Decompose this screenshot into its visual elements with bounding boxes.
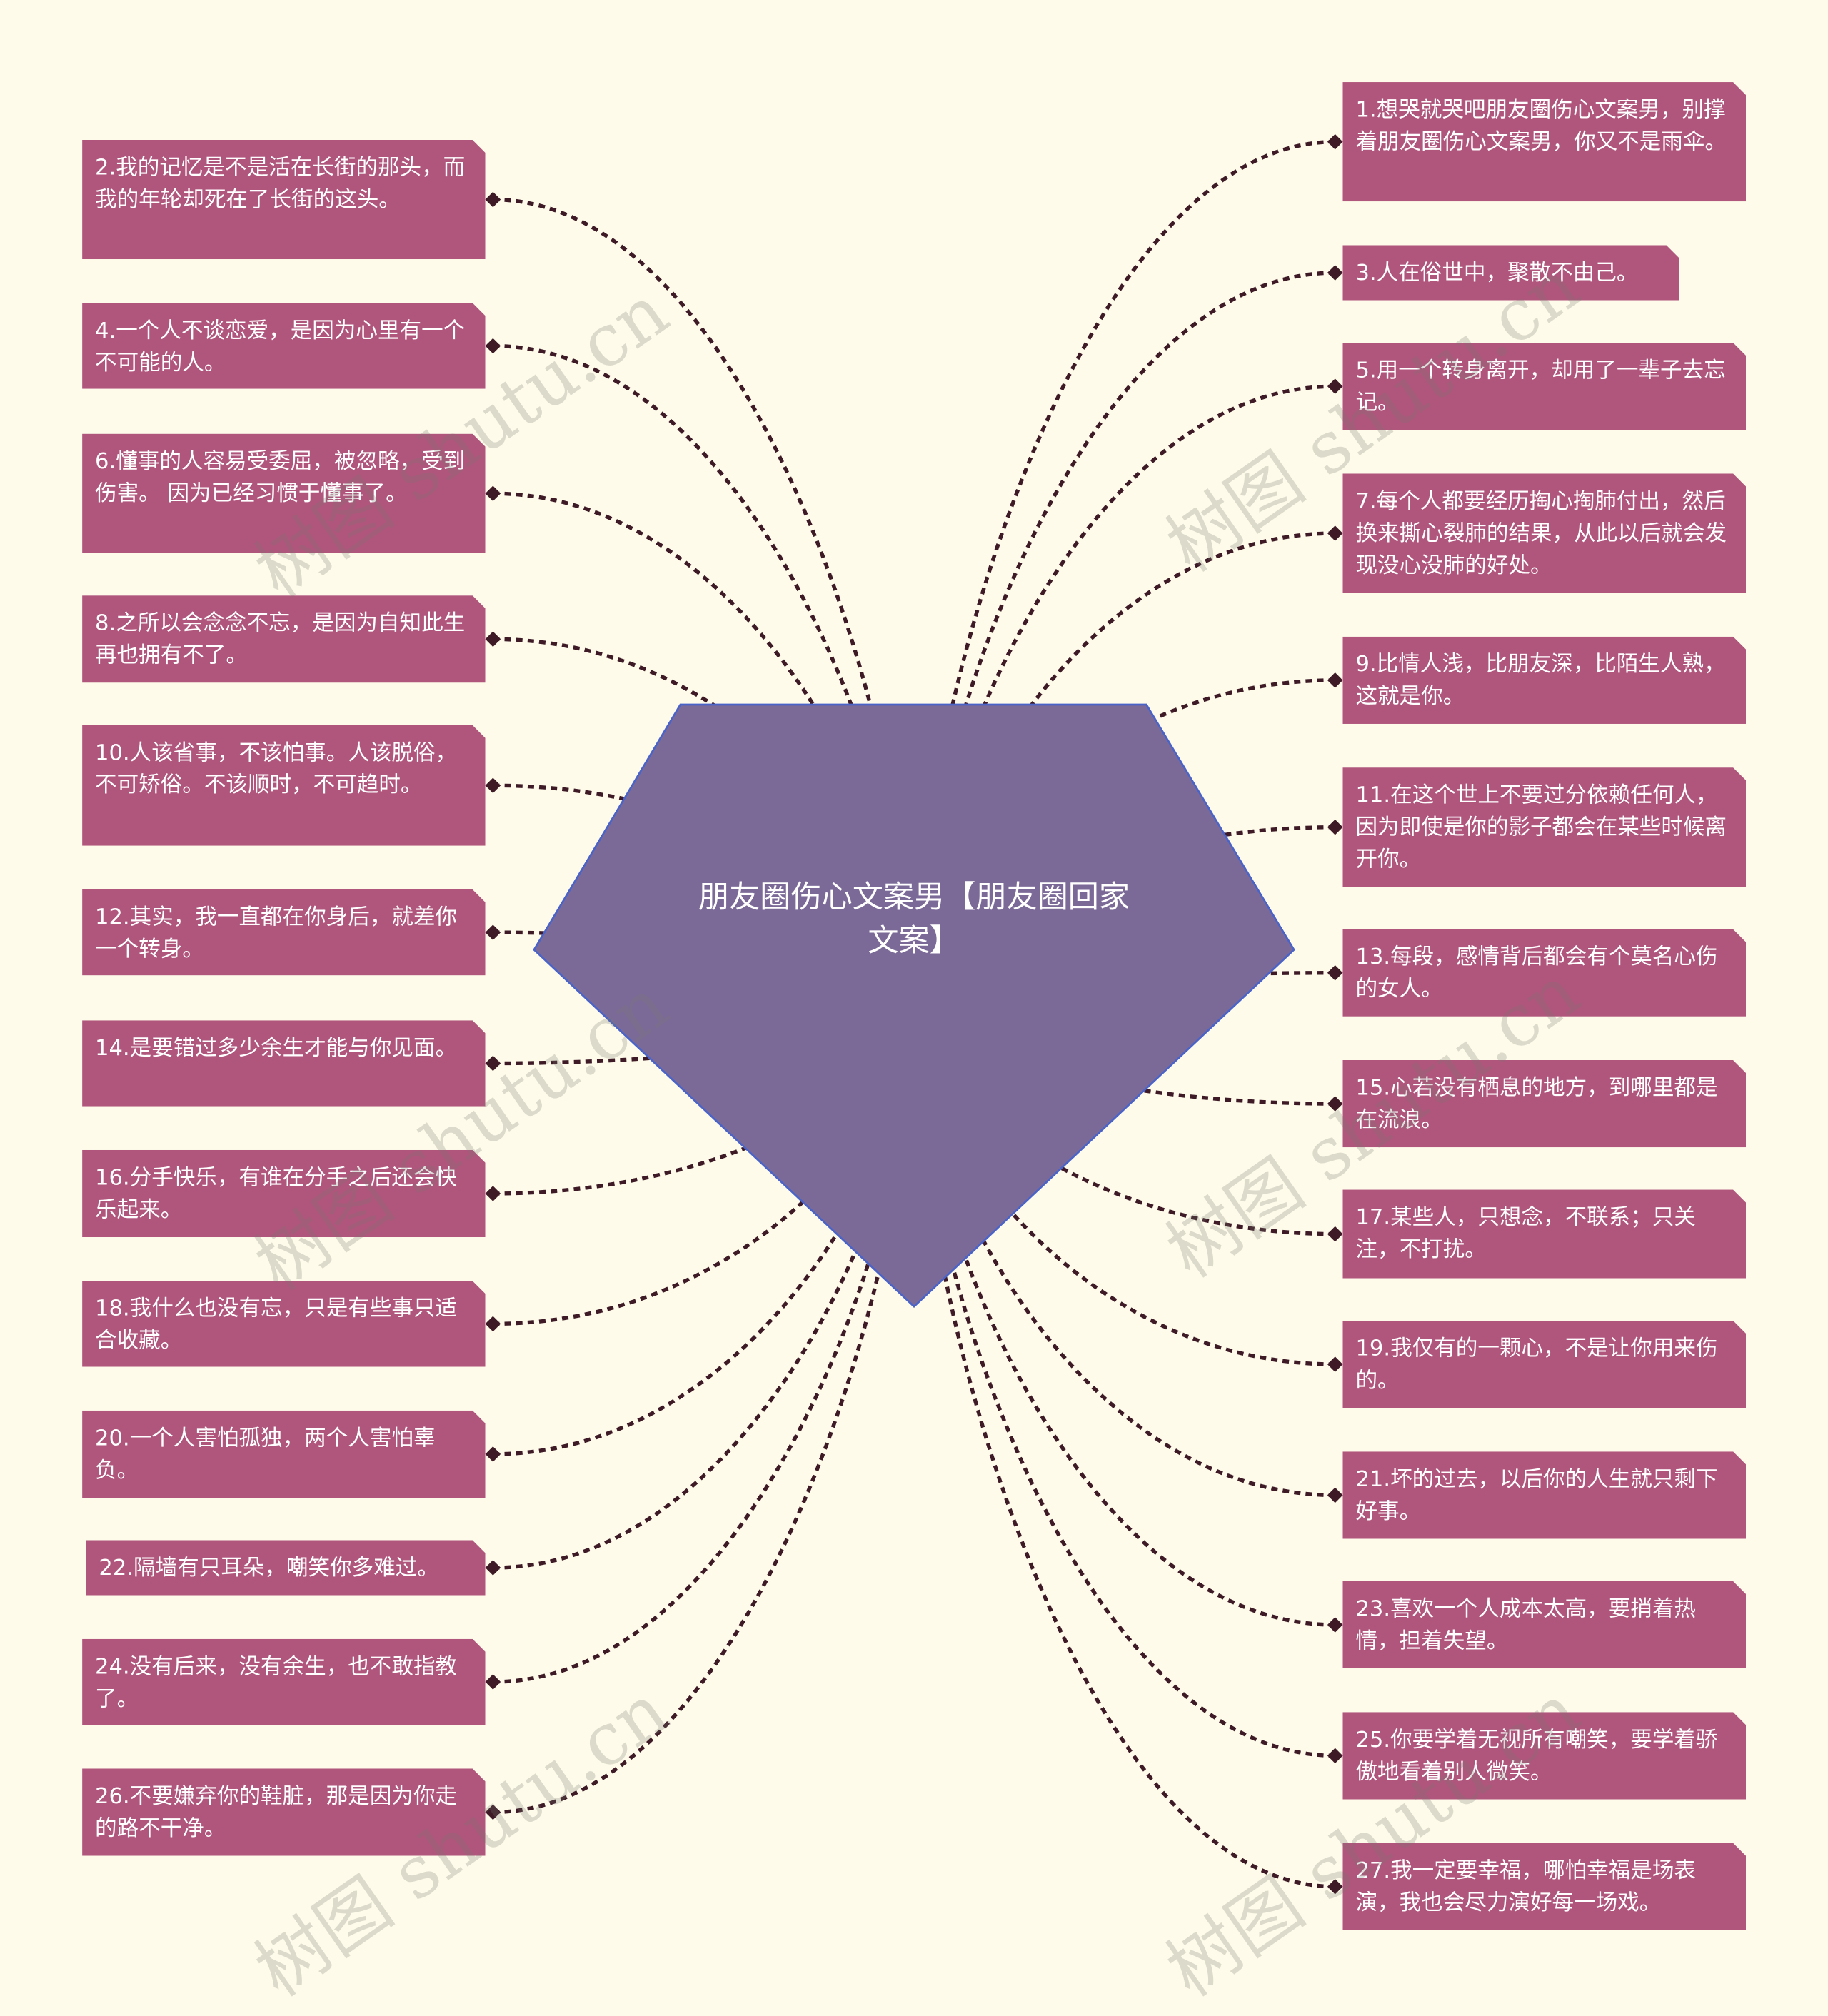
left-node[interactable]: 22.隔墙有只耳朵，嘲笑你多难过。 <box>86 1540 485 1595</box>
left-node[interactable]: 16.分手快乐，有谁在分手之后还会快乐起来。 <box>82 1150 486 1237</box>
connector-line <box>912 384 1335 1005</box>
left-node[interactable]: 24.没有后来，没有余生，也不敢指教了。 <box>82 1639 486 1725</box>
connector-line <box>912 1004 1335 1889</box>
right-node[interactable]: 15.心若没有栖息的地方，到哪里都是在流浪。 <box>1342 1060 1746 1147</box>
right-node[interactable]: 3.人在俗世中，聚散不由己。 <box>1342 245 1679 300</box>
diamond-connector-icon <box>485 631 501 647</box>
diamond-connector-icon <box>485 1055 501 1072</box>
right-node[interactable]: 27.我一定要幸福，哪怕幸福是场表演，我也会尽力演好每一场戏。 <box>1342 1843 1746 1930</box>
diamond-connector-icon <box>485 485 501 502</box>
right-node[interactable]: 25.你要学着无视所有嘲笑，要学着骄傲地看着别人微笑。 <box>1342 1712 1746 1799</box>
left-node[interactable]: 2.我的记忆是不是活在长街的那头，而我的年轮却死在了长街的这头。 <box>82 140 486 259</box>
diamond-connector-icon <box>485 1316 501 1332</box>
connector-line <box>493 1004 916 1326</box>
diamond-connector-icon <box>1327 964 1343 981</box>
left-node[interactable]: 6.懂事的人容易受委屈，被忽略，受到伤害。 因为已经习惯于懂事了。 <box>82 434 486 553</box>
left-node[interactable]: 18.我什么也没有忘，只是有些事只适合收藏。 <box>82 1281 486 1366</box>
left-node[interactable]: 26.不要嫌弃你的鞋脏，那是因为你走的路不干净。 <box>82 1768 486 1855</box>
diamond-connector-icon <box>1327 1748 1343 1764</box>
diamond-connector-icon <box>485 1560 501 1576</box>
center-node-title: 朋友圈伤心文案男【朋友圈回家文案】 <box>698 879 1130 959</box>
right-node[interactable]: 9.比情人浅，比朋友深，比陌生人熟，这就是你。 <box>1342 637 1746 724</box>
left-node[interactable]: 20.一个人害怕孤独，两个人害怕辜负。 <box>82 1411 486 1498</box>
diamond-connector-icon <box>1327 1226 1343 1242</box>
right-node[interactable]: 5.用一个转身离开，却用了一辈子去忘记。 <box>1342 343 1746 430</box>
left-node[interactable]: 4.一个人不谈恋爱，是因为心里有一个不可能的人。 <box>82 303 486 388</box>
diamond-connector-icon <box>1327 1096 1343 1112</box>
diamond-connector-icon <box>1327 378 1343 394</box>
connector-line <box>912 1004 1335 1627</box>
connector-line <box>912 1004 1335 1758</box>
connector-line <box>912 1004 1335 1366</box>
diamond-connector-icon <box>1327 265 1343 281</box>
diamond-connector-icon <box>485 1186 501 1201</box>
connector-line <box>493 1004 916 1570</box>
right-node[interactable]: 13.每段，感情背后都会有个莫名心伤的女人。 <box>1342 929 1746 1017</box>
left-node[interactable]: 14.是要错过多少余生才能与你见面。 <box>82 1020 486 1106</box>
diamond-connector-icon <box>1327 1487 1343 1503</box>
left-node[interactable]: 10.人该省事，不该怕事。人该脱俗，不可矫俗。不该顺时，不可趋时。 <box>82 725 486 846</box>
diamond-connector-icon <box>485 338 501 354</box>
connector-line <box>493 491 916 1005</box>
diamond-connector-icon <box>485 1674 501 1690</box>
right-node[interactable]: 23.喜欢一个人成本太高，要捎着热情，担着失望。 <box>1342 1581 1746 1668</box>
right-node[interactable]: 19.我仅有的一颗心，不是让你用来伤的。 <box>1342 1321 1746 1408</box>
diamond-connector-icon <box>485 1446 501 1462</box>
diamond-connector-icon <box>485 777 501 794</box>
left-node[interactable]: 8.之所以会念念不忘，是因为自知此生再也拥有不了。 <box>82 595 486 682</box>
right-node[interactable]: 17.某些人，只想念，不联系；只关注，不打扰。 <box>1342 1190 1746 1279</box>
right-node[interactable]: 21.坏的过去，以后你的人生就只剩下好事。 <box>1342 1451 1746 1538</box>
diamond-connector-icon <box>1327 525 1343 541</box>
diamond-connector-icon <box>1327 1356 1343 1372</box>
right-node[interactable]: 7.每个人都要经历掏心掏肺付出，然后换来撕心裂肺的结果，从此以后就会发现没心没肺… <box>1342 473 1746 593</box>
diamond-connector-icon <box>485 191 501 208</box>
diamond-connector-icon <box>1327 1878 1343 1895</box>
right-node[interactable]: 1.想哭就哭吧朋友圈伤心文案男，别撑着朋友圈伤心文案男，你又不是雨伞。 <box>1342 82 1746 201</box>
diamond-connector-icon <box>1327 133 1343 150</box>
diamond-connector-icon <box>1327 819 1343 835</box>
right-node[interactable]: 11.在这个世上不要过分依赖任何人，因为即使是你的影子都会在某些时候离开你。 <box>1342 767 1746 887</box>
left-node[interactable]: 12.其实，我一直都在你身后，就差你一个转身。 <box>82 889 486 975</box>
connector-line <box>912 139 1335 1005</box>
diamond-connector-icon <box>485 924 501 940</box>
